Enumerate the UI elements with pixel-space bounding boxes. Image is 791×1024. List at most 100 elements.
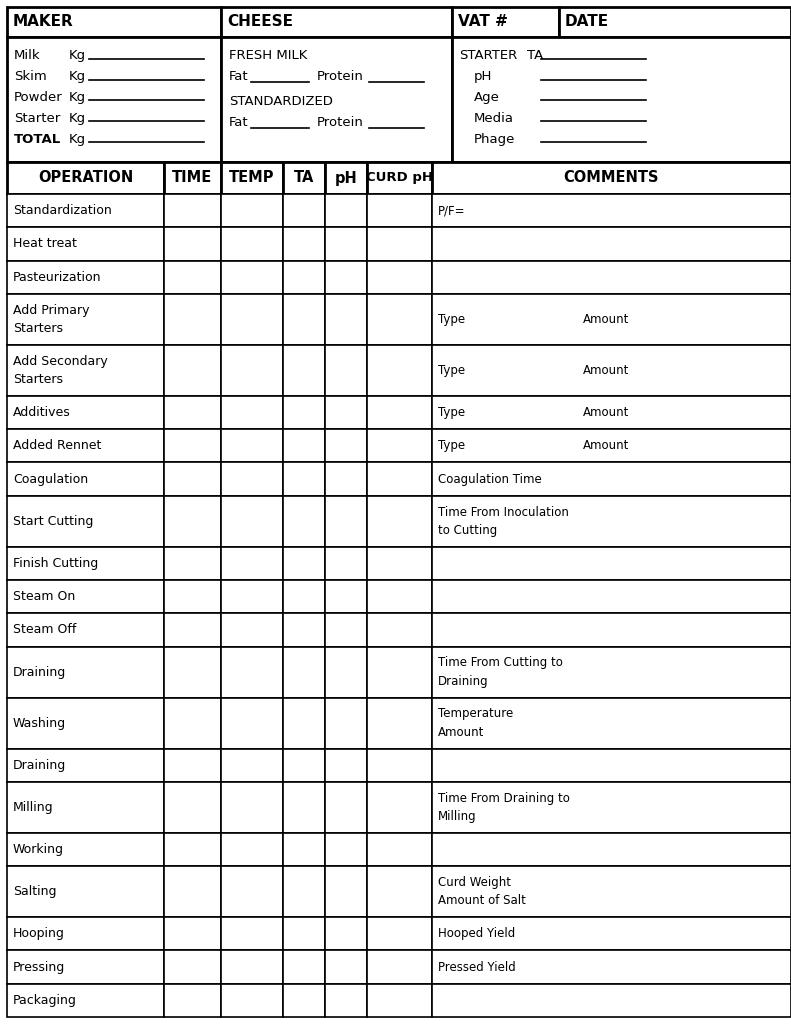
Bar (367, 613, 432, 646)
Bar (283, 547, 325, 580)
Bar (164, 227, 221, 260)
Text: Packaging: Packaging (13, 994, 77, 1007)
Text: Amount of Salt: Amount of Salt (438, 894, 526, 907)
Bar (367, 194, 432, 227)
Bar (7, 429, 164, 463)
Bar (367, 496, 432, 547)
Bar (432, 429, 791, 463)
Bar (283, 463, 325, 496)
Bar (325, 833, 367, 866)
Bar (221, 345, 283, 396)
Bar (432, 984, 791, 1017)
Text: Starters: Starters (13, 322, 63, 335)
Bar (7, 749, 164, 782)
Bar (325, 950, 367, 984)
Text: Starters: Starters (13, 373, 63, 386)
Text: Time From Draining to: Time From Draining to (438, 792, 570, 805)
Text: Curd Weight: Curd Weight (438, 876, 511, 889)
Bar (325, 866, 367, 918)
Text: Milling: Milling (13, 801, 54, 814)
Bar (367, 162, 432, 194)
Bar (221, 547, 283, 580)
Bar (325, 547, 367, 580)
Text: Steam Off: Steam Off (13, 624, 77, 636)
Bar (559, 7, 791, 37)
Text: Add Secondary: Add Secondary (13, 354, 108, 368)
Bar (221, 496, 283, 547)
Bar (432, 749, 791, 782)
Bar (283, 984, 325, 1017)
Bar (367, 918, 432, 950)
Bar (283, 345, 325, 396)
Text: Milling: Milling (438, 810, 477, 823)
Text: Skim: Skim (14, 70, 47, 83)
Text: Amount: Amount (583, 364, 629, 377)
Text: Type: Type (438, 439, 465, 453)
Text: TOTAL: TOTAL (14, 132, 61, 145)
Text: P/F=: P/F= (438, 204, 465, 217)
Bar (283, 697, 325, 749)
Bar (432, 918, 791, 950)
Bar (432, 162, 791, 194)
Text: Media: Media (474, 112, 514, 125)
Text: COMMENTS: COMMENTS (564, 171, 659, 185)
Text: Protein: Protein (317, 116, 364, 129)
Text: Type: Type (438, 313, 465, 326)
Text: Additives: Additives (13, 406, 70, 419)
Bar (432, 463, 791, 496)
Bar (164, 782, 221, 833)
Text: Draining: Draining (13, 759, 66, 772)
Bar (221, 396, 283, 429)
Bar (221, 613, 283, 646)
Bar (325, 345, 367, 396)
Bar (7, 37, 221, 162)
Text: OPERATION: OPERATION (38, 171, 133, 185)
Bar (221, 37, 452, 162)
Text: Protein: Protein (317, 70, 364, 83)
Bar (221, 918, 283, 950)
Text: Finish Cutting: Finish Cutting (13, 557, 98, 569)
Bar (432, 950, 791, 984)
Bar (367, 580, 432, 613)
Text: Starter: Starter (14, 112, 60, 125)
Bar (325, 918, 367, 950)
Bar (367, 463, 432, 496)
Bar (283, 429, 325, 463)
Text: Type: Type (438, 406, 465, 419)
Text: Pressing: Pressing (13, 961, 65, 974)
Bar (367, 260, 432, 294)
Bar (325, 260, 367, 294)
Text: Washing: Washing (13, 717, 66, 729)
Bar (221, 984, 283, 1017)
Text: Start Cutting: Start Cutting (13, 515, 93, 527)
Text: Coagulation: Coagulation (13, 472, 88, 485)
Text: Pasteurization: Pasteurization (13, 270, 101, 284)
Bar (325, 463, 367, 496)
Bar (221, 194, 283, 227)
Bar (164, 429, 221, 463)
Bar (432, 782, 791, 833)
Bar (221, 7, 452, 37)
Text: Steam On: Steam On (13, 590, 75, 603)
Bar (221, 463, 283, 496)
Bar (325, 984, 367, 1017)
Text: MAKER: MAKER (13, 14, 74, 30)
Text: VAT #: VAT # (458, 14, 508, 30)
Bar (221, 580, 283, 613)
Text: DATE: DATE (565, 14, 609, 30)
Bar (7, 984, 164, 1017)
Bar (432, 547, 791, 580)
Bar (432, 396, 791, 429)
Bar (7, 396, 164, 429)
Bar (283, 833, 325, 866)
Text: Heat treat: Heat treat (13, 238, 77, 251)
Bar (164, 580, 221, 613)
Bar (283, 227, 325, 260)
Bar (221, 646, 283, 697)
Bar (221, 866, 283, 918)
Bar (283, 918, 325, 950)
Bar (325, 396, 367, 429)
Bar (325, 227, 367, 260)
Text: Added Rennet: Added Rennet (13, 439, 101, 453)
Bar (367, 749, 432, 782)
